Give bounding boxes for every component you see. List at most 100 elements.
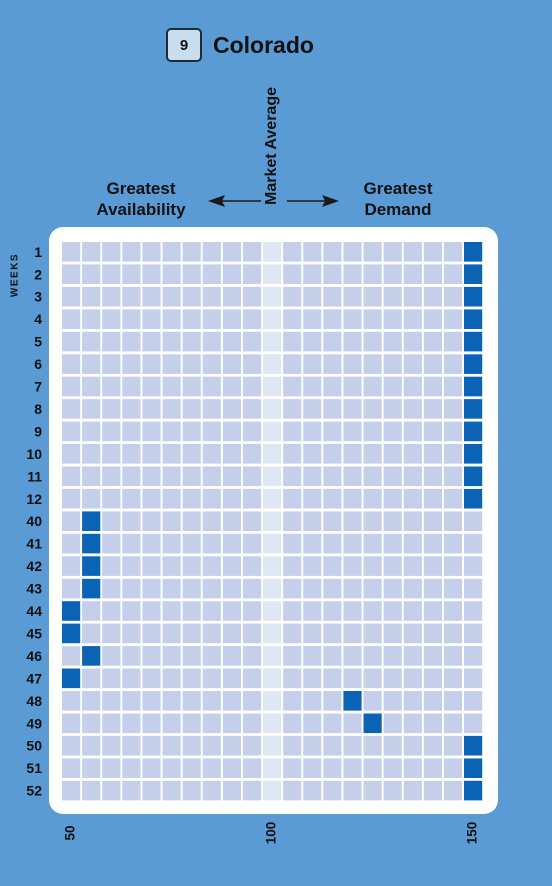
grid-cell (303, 623, 322, 644)
grid-cell (323, 286, 342, 307)
grid-cell (423, 713, 442, 734)
grid-cell (182, 354, 201, 374)
grid-cell (403, 264, 422, 284)
grid-cell (242, 399, 262, 419)
grid-cell (283, 309, 302, 329)
grid-cell (303, 488, 322, 509)
grid-cell (443, 780, 463, 801)
grid-cell (222, 780, 241, 801)
grid-cell (283, 758, 302, 778)
grid-cell (162, 309, 181, 329)
filled-cell-week-8 (464, 399, 483, 419)
grid-cell (182, 646, 201, 666)
grid-cell (82, 331, 101, 352)
grid-cell (323, 533, 342, 554)
grid-cell (323, 668, 342, 689)
greatest-demand-line2: Demand (364, 200, 432, 219)
grid-cell (142, 242, 161, 262)
filled-cell-week-51 (464, 758, 483, 778)
grid-cell (202, 354, 221, 374)
grid-cell (142, 376, 161, 397)
grid-cell (323, 691, 342, 711)
grid-cell (82, 354, 101, 374)
grid-cell (242, 286, 262, 307)
grid-cell (423, 646, 442, 666)
grid-cell (464, 646, 483, 666)
grid-cell (263, 780, 282, 801)
grid-cell (283, 376, 302, 397)
grid-cell (222, 286, 241, 307)
grid-cell (283, 444, 302, 464)
grid-cell (283, 466, 302, 487)
grid-cell (102, 578, 121, 599)
filled-cell-week-46 (82, 646, 101, 666)
grid-cell (162, 376, 181, 397)
grid-cell (162, 668, 181, 689)
grid-cell (303, 556, 322, 576)
grid-cell (62, 488, 81, 509)
grid-cell (423, 331, 442, 352)
grid-cell (423, 444, 442, 464)
grid-cell (102, 556, 121, 576)
grid-cell (323, 466, 342, 487)
grid-cell (363, 309, 382, 329)
grid-cell (62, 511, 81, 531)
grid-cell (82, 286, 101, 307)
grid-cell (202, 444, 221, 464)
week-labels: 1234567891011124041424344454647484950515… (26, 244, 42, 799)
grid-cell (323, 713, 342, 734)
region-number-badge: 9 (166, 28, 202, 62)
grid-cell (62, 713, 81, 734)
grid-cell (222, 376, 241, 397)
grid-cell (403, 466, 422, 487)
week-label: 51 (26, 760, 42, 776)
grid-cell (283, 691, 302, 711)
grid-cell (62, 758, 81, 778)
grid-cell (343, 444, 362, 464)
grid-cell (222, 691, 241, 711)
grid-cell (303, 668, 322, 689)
grid-cell (122, 421, 141, 442)
grid-cell (182, 533, 201, 554)
grid-cell (102, 376, 121, 397)
grid-cell (122, 533, 141, 554)
filled-cell-week-44 (62, 601, 81, 621)
grid-cell (162, 354, 181, 374)
grid-cell (323, 758, 342, 778)
grid-cell (263, 444, 282, 464)
grid-cell (443, 331, 463, 352)
grid-cell (263, 286, 282, 307)
grid-cell (263, 242, 282, 262)
grid-cell (82, 713, 101, 734)
grid-cell (363, 354, 382, 374)
grid-cell (82, 376, 101, 397)
grid-cell (142, 444, 161, 464)
grid-cell (202, 286, 221, 307)
grid-cell (82, 309, 101, 329)
grid-cell (222, 309, 241, 329)
grid-cell (62, 556, 81, 576)
grid-cell (142, 354, 161, 374)
grid-cell (403, 309, 422, 329)
grid-cell (102, 758, 121, 778)
grid-cell (122, 264, 141, 284)
grid-cell (343, 735, 362, 756)
grid-cell (82, 466, 101, 487)
grid-cell (343, 264, 362, 284)
grid-cell (142, 668, 161, 689)
grid-cell (102, 668, 121, 689)
grid-cell (403, 354, 422, 374)
grid-cell (464, 601, 483, 621)
grid-cell (343, 623, 362, 644)
grid-cell (202, 735, 221, 756)
grid-cell (263, 646, 282, 666)
grid-cell (343, 668, 362, 689)
grid-cell (222, 354, 241, 374)
grid-cell (403, 735, 422, 756)
grid-cell (403, 286, 422, 307)
grid-cell (263, 758, 282, 778)
grid-cell (182, 466, 201, 487)
week-label: 2 (34, 266, 42, 282)
grid-cell (443, 488, 463, 509)
grid-cell (82, 601, 101, 621)
